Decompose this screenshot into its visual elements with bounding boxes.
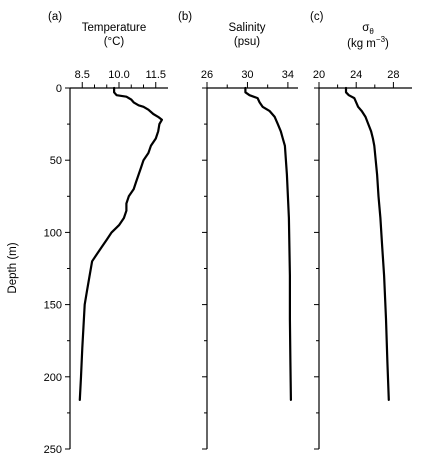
panel-density: (c) σθ (kg m−3) 20 24 28 [310, 11, 412, 450]
panel-title-line1: Temperature [82, 22, 147, 34]
panel-salinity: (b) Salinity (psu) 26 30 34 [178, 11, 298, 450]
profile-line [244, 86, 292, 401]
y-tick-label: 150 [44, 300, 62, 312]
x-tick-label: 20 [313, 69, 325, 81]
x-tick-label: 26 [201, 69, 213, 81]
unit-superscript: −3 [376, 35, 386, 44]
y-tick-label: 50 [50, 155, 62, 167]
panel-tag: (c) [310, 11, 324, 23]
y-tick-label: 100 [44, 227, 62, 239]
x-tick-label: 11.5 [145, 69, 166, 81]
sigma-symbol: σ [362, 22, 369, 34]
profile-line [344, 86, 390, 401]
y-axis-label: Depth (m) [7, 242, 19, 293]
sigma-subscript: θ [369, 27, 374, 36]
panel-tag: (a) [48, 11, 62, 23]
y-tick-label: 0 [56, 83, 62, 95]
panel-temperature: (a) Temperature (°C) 8.5 10.0 11.5 0 50 100 15… [44, 11, 168, 456]
unit-close: ) [385, 38, 389, 50]
panel-title-line2: (°C) [104, 36, 125, 48]
panel-title-line2: (psu) [234, 36, 260, 48]
x-tick-label: 8.5 [75, 69, 90, 81]
x-tick-label: 28 [387, 69, 399, 81]
x-tick-label: 10.0 [108, 69, 129, 81]
y-tick-label: 250 [44, 444, 62, 456]
panel-title-line2: (kg m−3) [347, 35, 389, 50]
profile-line [78, 86, 163, 401]
x-tick-label: 30 [241, 69, 253, 81]
x-tick-label: 34 [282, 69, 294, 81]
panel-title-line1: Salinity [228, 22, 265, 34]
x-tick-label: 24 [350, 69, 362, 81]
panel-title-line1: σθ [362, 22, 374, 36]
unit-base: (kg m [347, 38, 376, 50]
panel-tag: (b) [178, 11, 192, 23]
y-tick-label: 200 [44, 372, 62, 384]
